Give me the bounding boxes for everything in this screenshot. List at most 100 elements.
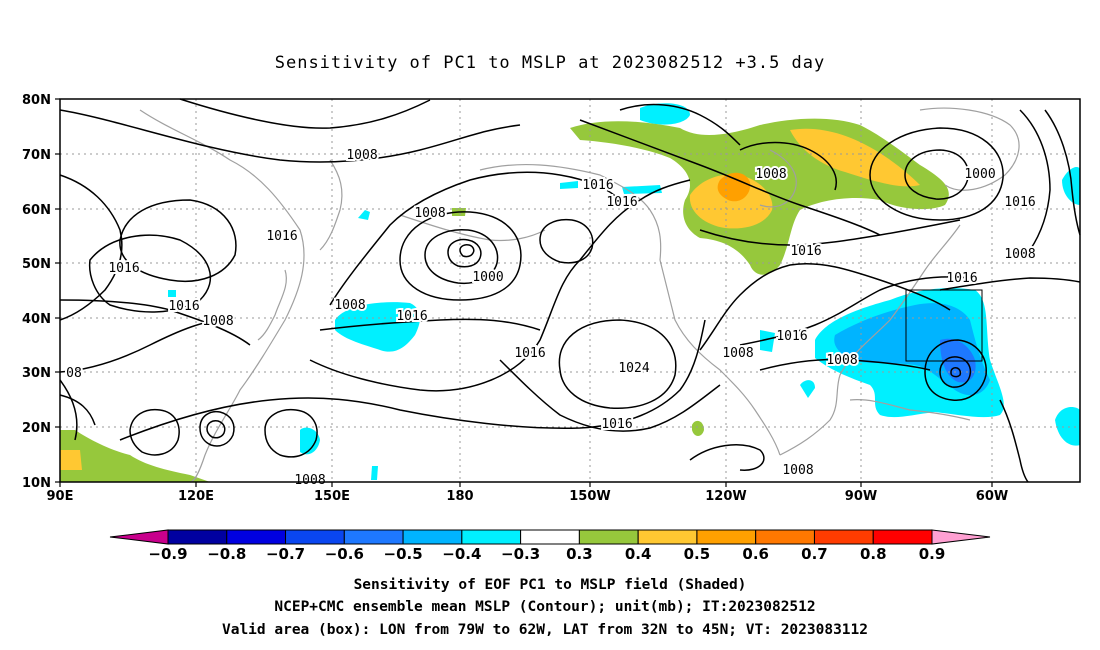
contour-label: 1016 [266, 229, 297, 244]
contour-label: 1000 [472, 270, 503, 285]
lon-label: 120W [705, 489, 746, 504]
shading-orange-canada [717, 172, 751, 202]
contour-1016-loop-siberia [119, 199, 237, 282]
contour-label: 1016 [776, 329, 807, 344]
caption-line-2: NCEP+CMC ensemble mean MSLP (Contour); u… [274, 599, 815, 615]
contour-label: 1016 [514, 346, 545, 361]
contour-tropical-loop-3 [264, 408, 318, 458]
shading-yellow-canada [689, 174, 773, 229]
colorbar-label: −0.8 [207, 545, 246, 563]
contour-label: 1016 [582, 178, 613, 193]
contour-label: 1008 [202, 314, 233, 329]
contour-low-1000-mid [424, 229, 499, 285]
contour-aleutian-loop [539, 218, 594, 264]
contour-label: 1000 [964, 167, 995, 182]
contour-1016-south-sea [59, 394, 96, 426]
contour-1016-west-2 [59, 299, 251, 346]
shading-cyan-small-1 [300, 427, 320, 455]
coastline-namerica-west [659, 259, 781, 456]
lon-label: 90W [845, 489, 877, 504]
contour-1016-atlantic-east [999, 399, 1029, 483]
colorbar-swatch [696, 529, 757, 545]
lat-label: 50N [22, 257, 51, 272]
shading-cyan-gulf [800, 380, 815, 398]
lon-label: 120E [178, 489, 214, 504]
contour-atlantic-core [950, 367, 962, 378]
contour-1008-mid-pacific [329, 171, 621, 306]
contour-1008-namerica [699, 262, 951, 351]
coastline-caribbean [849, 399, 971, 421]
contour-1000-greenland-inner [904, 149, 969, 200]
lon-labels: 90E 120E 150E 180 150W 120W 90W 60W [47, 489, 1009, 504]
lon-label: 60W [976, 489, 1008, 504]
coastline-greenland [919, 107, 1020, 191]
caption-line-3: Valid area (box): LON from 79W to 62W, L… [222, 622, 868, 638]
shading-yellow-canada-2 [790, 128, 920, 187]
contour-1008-east-2 [1044, 109, 1081, 236]
lon-label: 150E [314, 489, 350, 504]
contour-label: 1016 [1004, 195, 1035, 210]
contour-1008-hudson [739, 141, 837, 191]
contour-low-1000-outer [399, 211, 522, 301]
coastline-asia-east [139, 109, 305, 483]
colorbar-label: −0.6 [325, 545, 364, 563]
colorbar-swatch [520, 529, 580, 545]
contour-1016-around-high [309, 179, 691, 392]
contour-1016-arctic [179, 98, 431, 129]
colorbar-label: 0.6 [742, 545, 769, 563]
colorbar-swatch [872, 529, 933, 545]
colorbar-label: 0.8 [860, 545, 887, 563]
contour-1008-north-pacific [59, 109, 521, 163]
caption-line-1: Sensitivity of EOF PC1 to MSLP field (Sh… [354, 577, 747, 593]
colorbar-arrow-right [931, 529, 991, 545]
shading-cyan-small-4 [560, 181, 578, 189]
lon-label: 90E [47, 489, 74, 504]
contour-low-1000-core [459, 244, 475, 258]
colorbar-swatch [461, 529, 522, 545]
colorbar-swatch [813, 529, 874, 545]
contour-label: 1016 [396, 309, 427, 324]
colorbar-swatch [343, 529, 404, 545]
lat-label: 10N [22, 476, 51, 491]
coastline-japan [257, 269, 287, 341]
colorbar-swatch [167, 529, 228, 545]
contour-1008-west-small [59, 379, 78, 441]
shading-cyan-small-5 [622, 185, 662, 194]
shading-cyan-arctic [640, 103, 690, 125]
contour-tropical-loop-2 [206, 420, 226, 439]
colorbar-label: −0.5 [384, 545, 423, 563]
shading-green-scasia [60, 430, 210, 482]
contour-1000-greenland-outer [869, 127, 1004, 221]
contour-1008-gulf [759, 358, 931, 371]
contour-tropical-loop-1 [199, 410, 235, 447]
shading-cyan-small-3 [168, 290, 176, 297]
contour-1008-east [1019, 109, 1051, 251]
contour-label: 1008 [1004, 247, 1035, 262]
shading-yellow-scasia [60, 450, 82, 470]
contour-labels: 1008 1016 1008 1016 1016 1016 1000 1008 … [64, 146, 1037, 490]
colorbar-swatch [285, 529, 345, 545]
lat-label: 20N [22, 421, 51, 436]
contour-label: 1008 [755, 167, 786, 182]
colorbar-swatch [755, 529, 815, 545]
shading-cyan-small-2 [371, 466, 378, 480]
figure-title: Sensitivity of PC1 to MSLP at 2023082512… [275, 53, 826, 73]
lon-label: 180 [446, 489, 473, 504]
colorbar-swatch [578, 529, 639, 545]
lat-labels: 80N 70N 60N 50N 40N 30N 20N 10N [22, 93, 51, 491]
contour-label: 1016 [168, 299, 199, 314]
contour-label: 1008 [346, 148, 377, 163]
contour-1016-subtropical [119, 319, 706, 441]
colorbar-arrow-left [109, 529, 169, 545]
shading-cyan-npacific [335, 302, 420, 352]
contour-low-1000-inner [447, 238, 482, 268]
colorbar-label: 0.7 [801, 545, 828, 563]
contour-label: 1016 [790, 244, 821, 259]
contour-tropical-loop-4 [129, 408, 180, 456]
colorbar: −0.9 −0.8 −0.7 −0.6 −0.5 −0.4 −0.3 0.3 0.4 0.5 0.6… [109, 529, 991, 563]
axis-ticks [55, 98, 993, 487]
contour-1016-east-pacific [499, 359, 721, 432]
map-panel: 1008 1016 1008 1016 1016 1016 1000 1008 … [22, 93, 1081, 504]
colorbar-swatch [637, 529, 698, 545]
grid-lines [60, 99, 1080, 482]
